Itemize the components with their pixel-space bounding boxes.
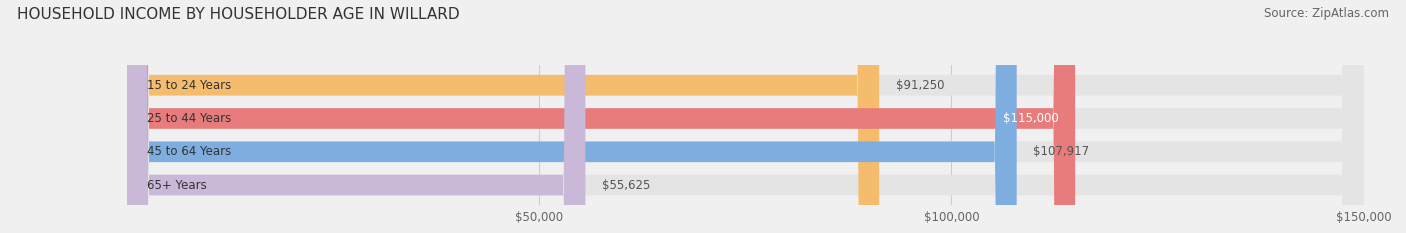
FancyBboxPatch shape	[127, 0, 1364, 233]
FancyBboxPatch shape	[127, 0, 879, 233]
FancyBboxPatch shape	[127, 0, 1364, 233]
Text: HOUSEHOLD INCOME BY HOUSEHOLDER AGE IN WILLARD: HOUSEHOLD INCOME BY HOUSEHOLDER AGE IN W…	[17, 7, 460, 22]
Text: 15 to 24 Years: 15 to 24 Years	[148, 79, 232, 92]
Text: $107,917: $107,917	[1033, 145, 1090, 158]
FancyBboxPatch shape	[127, 0, 1017, 233]
Text: $91,250: $91,250	[896, 79, 945, 92]
Text: $55,625: $55,625	[602, 178, 650, 192]
FancyBboxPatch shape	[127, 0, 1364, 233]
FancyBboxPatch shape	[127, 0, 585, 233]
Text: $115,000: $115,000	[1002, 112, 1059, 125]
FancyBboxPatch shape	[127, 0, 1076, 233]
Text: Source: ZipAtlas.com: Source: ZipAtlas.com	[1264, 7, 1389, 20]
FancyBboxPatch shape	[127, 0, 1364, 233]
Text: 45 to 64 Years: 45 to 64 Years	[148, 145, 232, 158]
Text: 65+ Years: 65+ Years	[148, 178, 207, 192]
Text: 25 to 44 Years: 25 to 44 Years	[148, 112, 232, 125]
